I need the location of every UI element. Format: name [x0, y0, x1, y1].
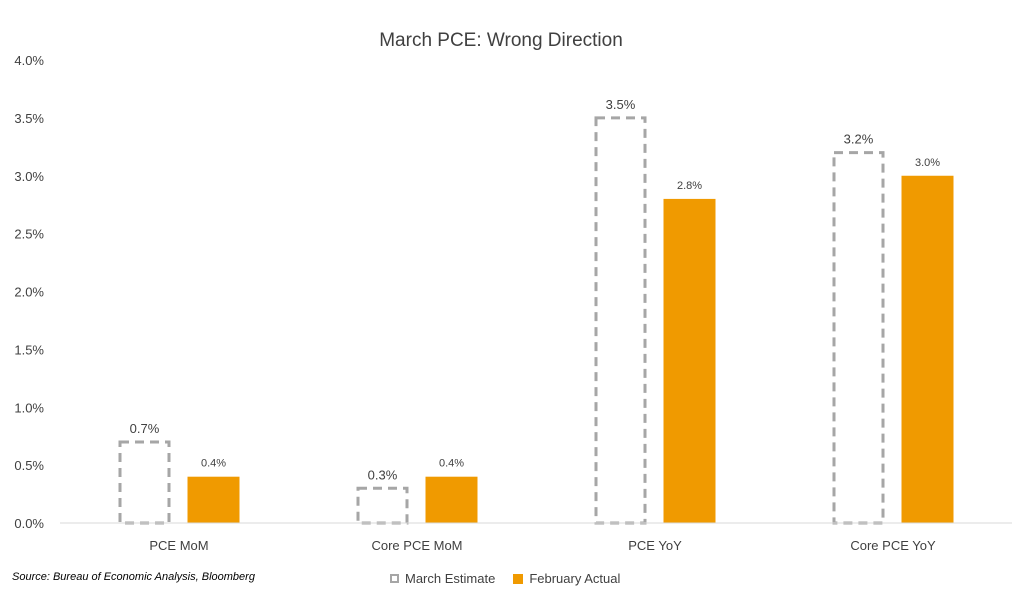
- y-tick-label: 2.0%: [14, 285, 44, 300]
- y-tick-label: 3.0%: [14, 169, 44, 184]
- bar-february-actual: [663, 198, 716, 523]
- bars: [118, 116, 954, 525]
- bar-february-actual: [425, 476, 478, 523]
- category-label: PCE YoY: [628, 538, 682, 553]
- legend-item-estimate: March Estimate: [390, 571, 495, 586]
- source-note: Source: Bureau of Economic Analysis, Blo…: [12, 571, 255, 583]
- data-label-february-actual: 0.4%: [439, 458, 464, 470]
- data-label-march-estimate: 0.3%: [368, 467, 398, 482]
- data-label-march-estimate: 0.7%: [130, 421, 160, 436]
- y-tick-label: 3.5%: [14, 111, 44, 126]
- legend-swatch-actual: [513, 573, 524, 584]
- bar-february-actual: [187, 476, 240, 523]
- y-tick-label: 2.5%: [14, 227, 44, 242]
- category-labels: PCE MoM Core PCE MoM PCE YoY Core PCE YoY: [149, 538, 936, 553]
- bar-february-actual: [901, 175, 954, 523]
- bar-march-estimate: [118, 440, 171, 525]
- data-label-march-estimate: 3.2%: [844, 132, 874, 147]
- chart-title: March PCE: Wrong Direction: [379, 30, 623, 51]
- bar-march-estimate: [832, 151, 885, 525]
- y-tick-label: 0.5%: [14, 458, 44, 473]
- category-label: Core PCE MoM: [371, 538, 462, 553]
- data-label-march-estimate: 3.5%: [606, 97, 636, 112]
- data-labels: 0.7% 0.4% 0.3% 0.4% 3.5% 2.8% 3.2% 3.0%: [130, 97, 941, 482]
- y-tick-label: 4.0%: [14, 53, 44, 68]
- category-label: PCE MoM: [149, 538, 208, 553]
- legend-label-estimate: March Estimate: [405, 571, 496, 586]
- data-label-february-actual: 0.4%: [201, 458, 226, 470]
- category-label: Core PCE YoY: [850, 538, 936, 553]
- legend: March Estimate February Actual: [390, 571, 638, 586]
- legend-label-actual: February Actual: [529, 571, 621, 586]
- bar-march-estimate: [356, 486, 409, 525]
- y-tick-label: 1.0%: [14, 400, 44, 415]
- legend-swatch-estimate: [390, 574, 399, 583]
- y-tick-label: 0.0%: [14, 516, 44, 531]
- data-label-february-actual: 2.8%: [677, 180, 702, 192]
- y-tick-label: 1.5%: [14, 342, 44, 357]
- legend-item-actual: February Actual: [513, 571, 620, 586]
- y-axis-ticks: 0.0% 0.5% 1.0% 1.5% 2.0% 2.5% 3.0% 3.5% 4.0%: [14, 53, 44, 531]
- bar-march-estimate: [594, 116, 647, 525]
- data-label-february-actual: 3.0%: [915, 157, 940, 169]
